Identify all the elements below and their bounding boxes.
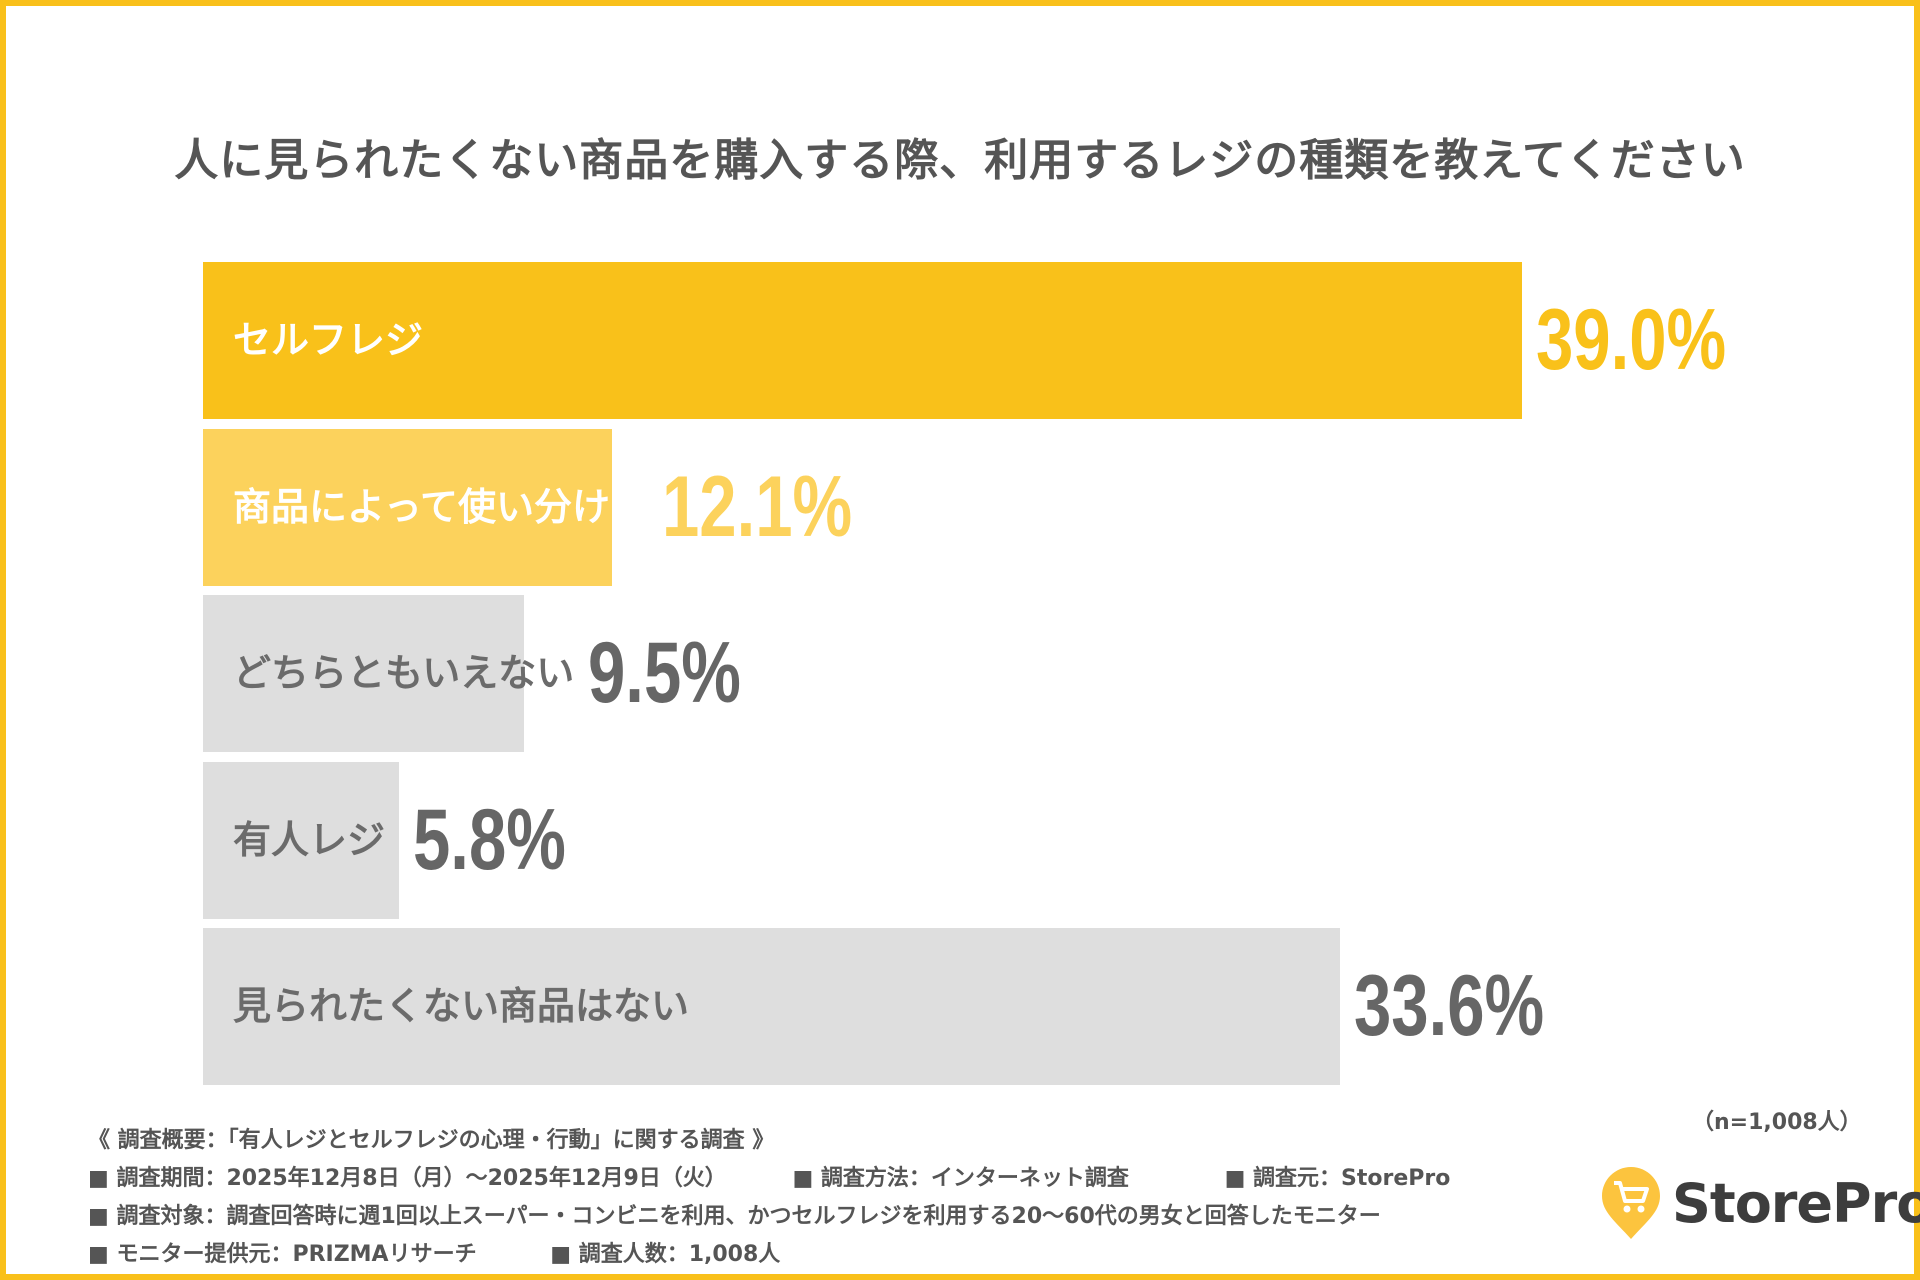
value-label: 39.0% [1536,292,1727,388]
value-label: 5.8% [413,791,567,888]
bar-2: 商品によって使い分ける [203,428,648,586]
storepro-logo: StorePro [1600,1165,1920,1241]
survey-target: ■ 調査対象：調査回答時に週1回以上スーパー・コンビニを利用、かつセルフレジを利… [88,1204,1381,1229]
bar-label: どちらともいえない [233,651,575,695]
survey-period: ■ 調査期間：2025年12月8日（月）～2025年12月9日（火） [88,1166,727,1191]
sample-size: （n=1,008人） [1692,1110,1862,1135]
bar-3: どちらともいえない [203,595,574,752]
value-label: 12.1% [662,458,853,555]
value-label: 33.6% [1353,958,1544,1054]
logo-text: StorePro [1672,1171,1920,1235]
survey-provider: ■ モニター提供元：PRIZMAリサーチ [88,1242,477,1267]
chart-title: 人に見られたくない商品を購入する際、利用するレジの種類を教えてください [174,135,1746,186]
bar-label: 商品によって使い分ける [233,484,648,529]
bar-label: 有人レジ [233,817,386,862]
bar-label: セルフレジ [233,318,424,362]
bar-5: 見られたくない商品はない [203,928,1340,1085]
survey-line-3: ■ モニター提供元：PRIZMAリサーチ ■ 調査人数：1,008人 [88,1236,780,1268]
bar-label: 見られたくない商品はない [233,984,690,1028]
survey-source: ■ 調査元：StorePro [1224,1166,1451,1191]
survey-count: ■ 調査人数：1,008人 [550,1242,781,1267]
survey-method: ■ 調査方法：インターネット調査 [792,1166,1129,1191]
bar-1: セルフレジ [203,262,1523,419]
value-label: 9.5% [588,625,741,721]
bar-4: 有人レジ [203,761,400,919]
survey-heading: 《 調査概要：「有人レジとセルフレジの心理・行動」に関する調査 》 [88,1128,775,1153]
survey-line-1: ■ 調査期間：2025年12月8日（月）～2025年12月9日（火） ■ 調査方… [88,1160,1450,1192]
cart-pin-icon [1602,1167,1660,1239]
